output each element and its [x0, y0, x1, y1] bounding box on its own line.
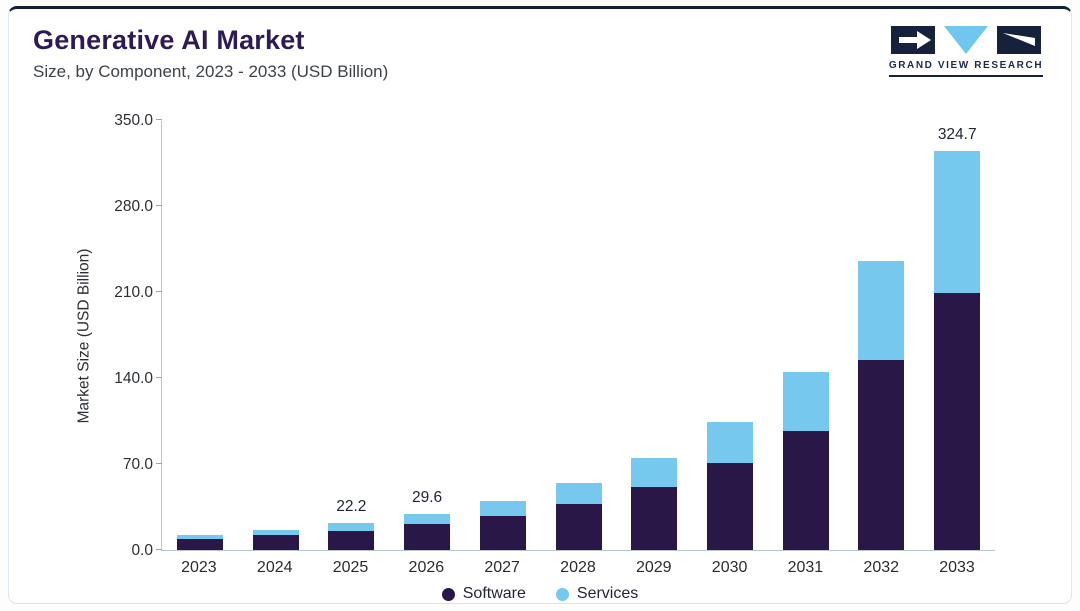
y-axis-title: Market Size (USD Billion) — [75, 248, 93, 424]
bar-2027-services-segment — [479, 500, 526, 516]
chart-header: Generative AI Market Size, by Component,… — [9, 9, 1071, 82]
legend-dot-software-icon — [441, 587, 455, 601]
bar-2029-software-segment — [631, 487, 678, 550]
legend-dot-services-icon — [555, 587, 569, 601]
bar-2030 — [707, 422, 753, 550]
y-tick-label: 210.0 — [114, 284, 153, 301]
legend-item-services: Services — [555, 585, 639, 603]
bar-2023-software-segment — [176, 538, 223, 550]
bar-slot-2027 — [465, 121, 541, 550]
bar-2032 — [858, 261, 905, 550]
bar-value-label-2025: 22.2 — [336, 497, 367, 515]
bar-2026 — [404, 513, 451, 550]
x-axis-label-2030: 2030 — [711, 559, 748, 576]
bar-2025 — [328, 522, 375, 550]
x-axis-label-2033: 2033 — [939, 559, 975, 576]
chart-card: Generative AI Market Size, by Component,… — [8, 6, 1072, 604]
y-tick-mark — [156, 463, 162, 464]
bar-2024-software-segment — [252, 535, 299, 550]
x-axis-label-2025: 2025 — [332, 559, 369, 576]
bar-value-label-2033: 324.7 — [937, 126, 977, 144]
bar-2031-software-segment — [782, 430, 829, 550]
legend-label-services: Services — [576, 585, 639, 602]
bars: 22.2 29.6 324.7 — [162, 121, 995, 550]
bar-2030-services-segment — [707, 422, 753, 464]
bar-2030-software-segment — [707, 463, 753, 550]
x-axis-label-2028: 2028 — [560, 559, 596, 576]
legend: Software Services — [9, 585, 1071, 603]
y-tick-label: 0.0 — [131, 542, 153, 559]
bar-slot-2023 — [162, 121, 238, 550]
y-tick-mark — [156, 205, 162, 206]
bar-slot-2024 — [238, 121, 314, 550]
bar-2027-software-segment — [479, 515, 526, 550]
logo-mark-icon — [891, 26, 1041, 54]
x-axis-label-2026: 2026 — [408, 559, 445, 576]
x-axis-labels: 2023 2024 2025 2026 2027 2028 2029 2030 2031 2032… — [161, 559, 995, 577]
bar-2028 — [555, 483, 602, 550]
y-tick-mark — [156, 549, 162, 550]
bar-2024-services-segment — [252, 529, 299, 536]
bar-slot-2032 — [844, 121, 920, 550]
bar-2026-services-segment — [404, 513, 451, 525]
y-tick-mark — [156, 291, 162, 292]
bar-2028-services-segment — [555, 483, 602, 504]
bar-2032-services-segment — [858, 261, 905, 360]
chart-subtitle: Size, by Component, 2023 - 2033 (USD Bil… — [33, 62, 389, 81]
chart-title: Generative AI Market — [33, 25, 305, 55]
bar-2028-software-segment — [555, 503, 602, 550]
bar-2033 — [934, 151, 981, 550]
chart-titles: Generative AI Market Size, by Component,… — [33, 25, 388, 82]
grand-view-research-logo: GRAND VIEW RESEARCH — [887, 25, 1045, 77]
bar-2025-software-segment — [328, 530, 375, 550]
bar-slot-2031 — [768, 121, 844, 550]
plot-area: 22.2 29.6 324.7 — [156, 119, 995, 551]
bar-2032-software-segment — [858, 359, 905, 550]
y-axis-title-wrap: Market Size (USD Billion) — [71, 121, 97, 551]
bar-slot-2028 — [541, 121, 617, 550]
bar-slot-2025: 22.2 — [313, 121, 389, 550]
x-axis-label-2024: 2024 — [256, 559, 293, 576]
bar-2027 — [479, 500, 526, 550]
logo-brand-text: GRAND VIEW RESEARCH — [888, 60, 1044, 77]
legend-label-software: Software — [462, 585, 526, 602]
x-axis-label-2027: 2027 — [484, 559, 520, 576]
bar-2031-services-segment — [782, 371, 829, 431]
bar-2033-software-segment — [934, 293, 981, 550]
bar-slot-2029 — [616, 121, 692, 550]
bar-slot-2033: 324.7 — [919, 121, 995, 550]
x-axis-label-2032: 2032 — [863, 559, 900, 576]
legend-item-software: Software — [441, 585, 526, 603]
y-tick-label: 70.0 — [122, 456, 153, 473]
bar-2023 — [176, 534, 223, 550]
bar-slot-2030 — [692, 121, 768, 550]
bar-2033-services-segment — [934, 151, 981, 294]
bar-2026-software-segment — [404, 524, 451, 550]
y-tick-label: 280.0 — [114, 198, 153, 215]
bar-2029-services-segment — [631, 457, 678, 488]
x-axis-label-2029: 2029 — [635, 559, 672, 576]
y-axis-ticks: 0.0 70.0 140.0 210.0 280.0 350.0 — [101, 112, 153, 559]
y-tick-label: 140.0 — [114, 370, 153, 387]
bar-2023-services-segment — [176, 534, 223, 539]
bar-2031 — [782, 371, 829, 550]
y-tick-label: 350.0 — [114, 112, 153, 129]
y-tick-mark — [156, 119, 162, 120]
y-tick-mark — [156, 377, 162, 378]
bar-2024 — [252, 529, 299, 550]
bar-2025-services-segment — [328, 522, 375, 531]
bar-slot-2026: 29.6 — [389, 121, 465, 550]
bar-2029 — [631, 457, 678, 550]
x-axis-label-2031: 2031 — [787, 559, 824, 576]
x-axis-label-2023: 2023 — [181, 559, 217, 576]
bar-value-label-2026: 29.6 — [411, 488, 443, 506]
